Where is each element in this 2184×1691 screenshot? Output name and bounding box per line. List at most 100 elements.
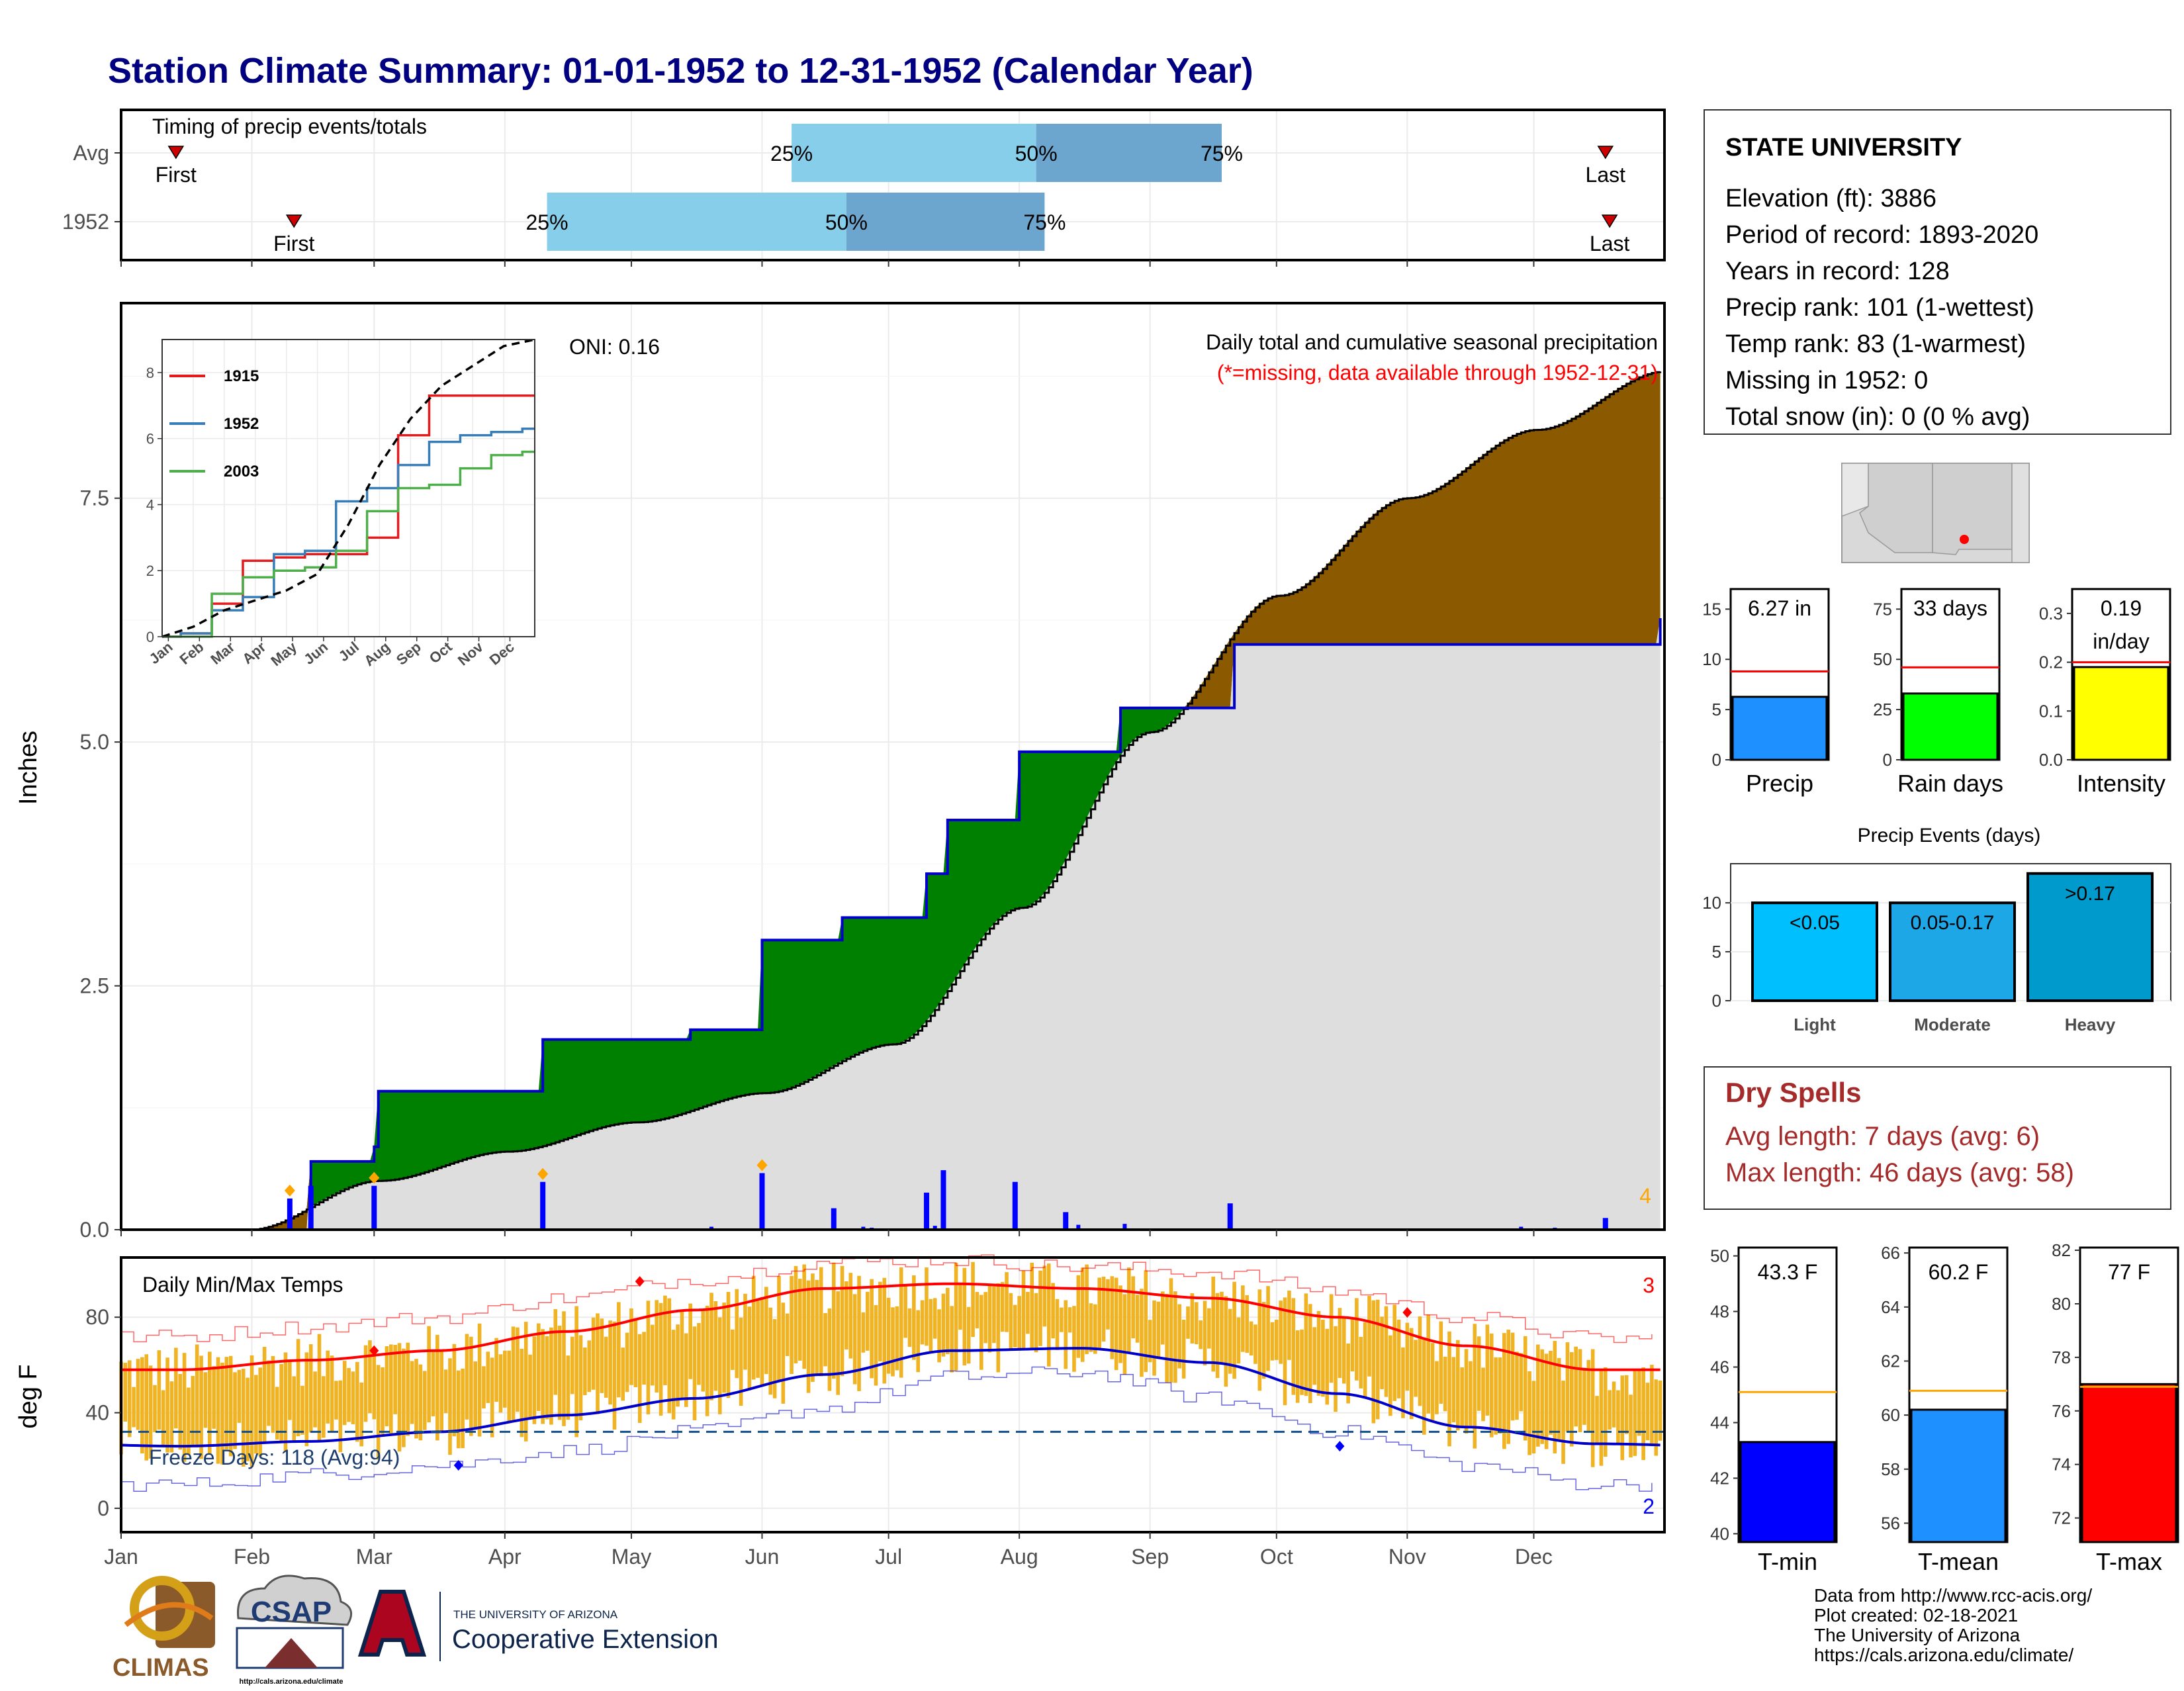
temp-summary-t-max: 77 F 72 74 76 78 80 82 T-max (2052, 1240, 2179, 1575)
temp-daily-bar (992, 1286, 996, 1344)
temp-daily-bar (701, 1310, 705, 1392)
inset-series-line (162, 450, 535, 638)
temp-daily-bar (865, 1291, 870, 1351)
temp-daily-bar (477, 1323, 482, 1437)
inset-y-tick-label: 0 (146, 629, 154, 645)
temp-daily-bar (1275, 1319, 1279, 1360)
temp-x-tick-label: Aug (1001, 1545, 1038, 1569)
temp-daily-bar (1122, 1294, 1127, 1375)
temp-daily-bar (262, 1347, 267, 1444)
summary-bar-tick-label: 0 (1883, 750, 1892, 770)
temp-daily-bar (1460, 1367, 1464, 1426)
temp-daily-bar (1236, 1317, 1241, 1364)
temp-daily-bar (747, 1306, 752, 1391)
temp-daily-bar (267, 1360, 271, 1426)
inset-y-tick-label: 4 (146, 496, 154, 513)
temp-daily-bar (781, 1303, 786, 1404)
temp-daily-bar (1316, 1310, 1321, 1396)
temp-daily-bar (1194, 1302, 1199, 1344)
summary-bar-value-label: 0.19 (2101, 596, 2142, 620)
temp-daily-bar (1060, 1307, 1064, 1332)
temp-x-tick-label: Jul (875, 1545, 902, 1569)
inset-legend-label: 1952 (224, 415, 259, 433)
temp-daily-bar (861, 1312, 866, 1353)
temp-summary-tick-label: 74 (2052, 1455, 2071, 1475)
temp-daily-bar (288, 1361, 292, 1420)
temp-daily-bar (1430, 1343, 1435, 1422)
precip-record-marker (537, 1167, 549, 1180)
temp-daily-bar (840, 1265, 844, 1377)
temp-daily-bar (1599, 1370, 1604, 1466)
temp-daily-bar (1506, 1330, 1511, 1444)
temp-daily-bar (1080, 1267, 1085, 1362)
temp-daily-bar (1009, 1293, 1013, 1351)
temp-daily-bar (254, 1375, 258, 1454)
station-info-line: Temp rank: 83 (1-warmest) (1725, 330, 2026, 358)
precip-y-tick-label: 5.0 (80, 730, 109, 754)
temp-daily-bar (1350, 1318, 1355, 1372)
temp-daily-bar (772, 1319, 777, 1398)
temp-daily-bar (511, 1326, 516, 1420)
temp-daily-bar (165, 1357, 169, 1453)
temp-daily-bar (212, 1366, 216, 1429)
temp-summary-tick-label: 80 (2052, 1294, 2071, 1314)
temp-daily-bar (140, 1357, 144, 1454)
precip-daily-bar (1076, 1224, 1081, 1230)
temp-daily-bar (1097, 1277, 1102, 1351)
summary-bar-tick-label: 0 (1712, 750, 1721, 770)
summary-bar-label: Precip (1746, 770, 1813, 797)
temp-daily-bar (651, 1324, 655, 1386)
temp-daily-bar (1612, 1381, 1616, 1428)
temp-daily-bar (283, 1352, 288, 1452)
temp-daily-bar (1338, 1308, 1342, 1379)
temp-daily-bar (342, 1361, 347, 1426)
temp-daily-bar (1021, 1270, 1026, 1350)
freeze-days-label: Freeze Days: 118 (Avg:94) (149, 1445, 400, 1469)
temp-daily-bar (1414, 1340, 1418, 1397)
temp-daily-bar (1645, 1383, 1650, 1441)
temp-normal-min-line (120, 1347, 1661, 1448)
temp-daily-bar (684, 1333, 688, 1407)
temp-daily-bar (1384, 1306, 1388, 1397)
temp-daily-bar (1620, 1375, 1625, 1461)
temp-daily-bar (541, 1329, 545, 1424)
temp-daily-bar (831, 1262, 836, 1379)
summary-bar-label: Intensity (2077, 770, 2165, 797)
temp-daily-bar (195, 1344, 199, 1448)
ua-logo-small-text: THE UNIVERSITY OF ARIZONA (453, 1608, 618, 1621)
temp-x-tick-label: Oct (1260, 1545, 1293, 1569)
temp-daily-bar (1017, 1296, 1021, 1351)
temp-daily-bar (1140, 1289, 1144, 1377)
temp-summary-tick-label: 42 (1710, 1468, 1729, 1488)
inset-legend-label: 1915 (224, 367, 259, 385)
temp-daily-bar (1046, 1263, 1051, 1367)
temp-daily-bar (870, 1279, 874, 1379)
temp-daily-bar (1220, 1291, 1224, 1364)
temp-daily-bar (296, 1339, 300, 1437)
precip-events-category: Heavy (2065, 1015, 2116, 1034)
temp-daily-bar (1072, 1306, 1076, 1372)
temp-daily-bar (806, 1280, 811, 1393)
temp-daily-bar (507, 1350, 511, 1421)
temp-daily-bar (279, 1363, 283, 1441)
temp-daily-bar (1565, 1342, 1570, 1432)
temp-daily-bar (642, 1332, 646, 1385)
temp-summary-t-mean: 60.2 F 56 58 60 62 64 66 T-mean (1881, 1243, 2009, 1575)
temp-daily-bar (971, 1261, 975, 1338)
precip-subtitle: Daily total and cumulative seasonal prec… (1206, 330, 1658, 354)
temp-count-top: 3 (1643, 1273, 1655, 1297)
temp-summary-tick-label: 64 (1881, 1297, 1900, 1317)
temp-daily-bar (1026, 1291, 1030, 1334)
temp-daily-bar (987, 1285, 992, 1353)
temp-daily-bar (1549, 1351, 1553, 1435)
dry-spells-line: Avg length: 7 days (avg: 6) (1725, 1122, 2040, 1151)
temp-daily-bar (1595, 1396, 1599, 1445)
summary-bar-tick-label: 25 (1873, 700, 1892, 719)
precip-daily-bar (923, 1193, 929, 1230)
temp-daily-bar (933, 1298, 937, 1339)
temp-daily-bar (1304, 1293, 1308, 1396)
inset-normal-line (161, 338, 535, 638)
temp-daily-bar (1590, 1349, 1595, 1467)
precip-record-marker (756, 1159, 768, 1171)
